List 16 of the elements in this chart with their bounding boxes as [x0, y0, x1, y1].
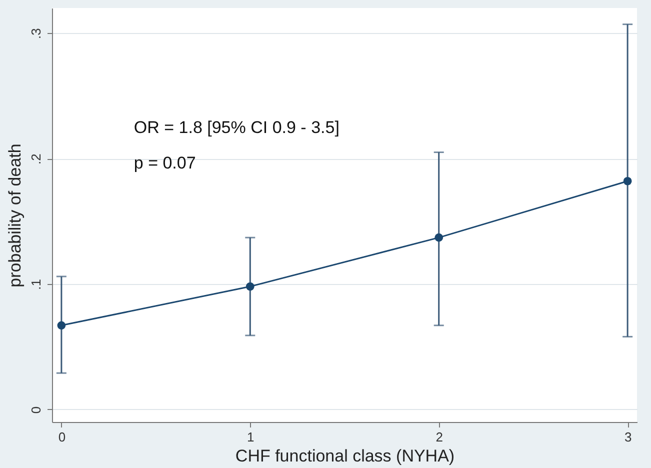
y-tick-label: 0	[28, 406, 44, 414]
y-tick-label: .1	[28, 279, 44, 290]
y-tick-label: .3	[28, 28, 44, 40]
point	[57, 321, 66, 330]
y-axis-title: probability of death	[6, 144, 24, 288]
x-axis-title: CHF functional class (NYHA)	[235, 446, 455, 466]
x-tick-label: 3	[624, 430, 632, 444]
x-tick-label: 2	[436, 430, 443, 444]
x-tick-label: 1	[247, 430, 254, 444]
y-tick-label: .2	[28, 154, 44, 164]
point	[434, 233, 444, 242]
annotation: OR = 1.8 [95% CI 0.9 - 3.5]	[134, 118, 340, 138]
point	[246, 282, 254, 291]
x-tick-label: 0	[58, 430, 66, 444]
point	[623, 176, 632, 186]
annotation: p = 0.07	[134, 153, 196, 172]
